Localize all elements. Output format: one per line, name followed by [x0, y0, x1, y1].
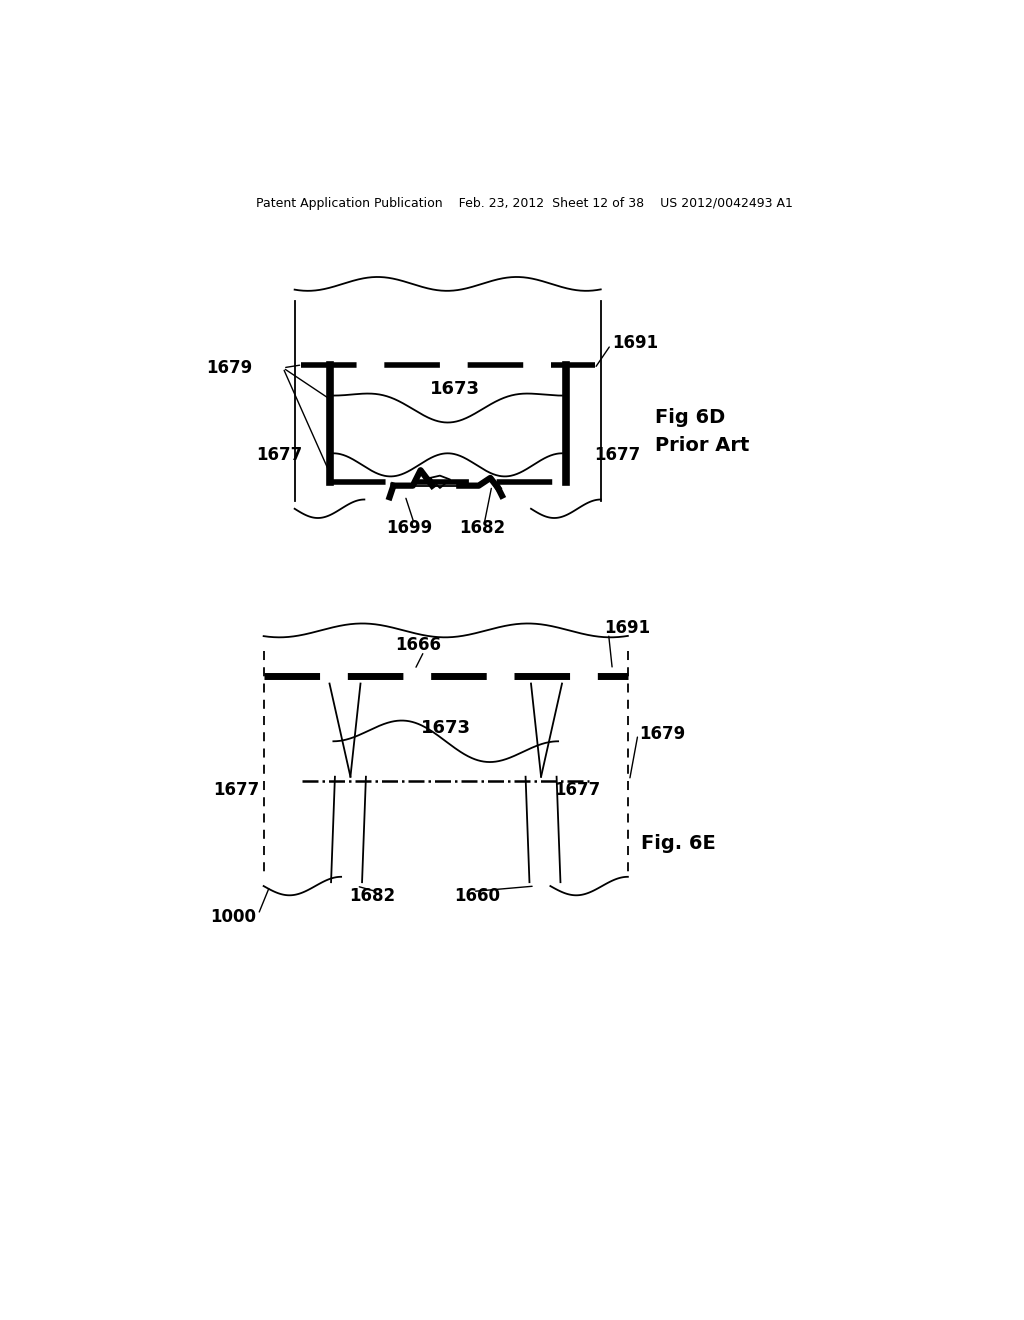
Text: 1677: 1677: [256, 446, 302, 463]
Text: Fig 6D
Prior Art: Fig 6D Prior Art: [655, 408, 750, 455]
Text: 1660: 1660: [454, 887, 500, 906]
Text: 1691: 1691: [604, 619, 650, 638]
Text: Patent Application Publication    Feb. 23, 2012  Sheet 12 of 38    US 2012/00424: Patent Application Publication Feb. 23, …: [256, 197, 794, 210]
Text: 1682: 1682: [460, 519, 506, 537]
Text: 1673: 1673: [421, 719, 471, 737]
Text: 1666: 1666: [395, 636, 441, 653]
Text: 1699: 1699: [386, 519, 432, 537]
Text: 1677: 1677: [554, 781, 600, 799]
Text: 1000: 1000: [210, 908, 256, 925]
Text: Fig. 6E: Fig. 6E: [641, 834, 716, 853]
Text: 1679: 1679: [640, 726, 686, 743]
Text: 1691: 1691: [612, 334, 658, 352]
Text: 1673: 1673: [430, 380, 480, 399]
Text: 1677: 1677: [595, 446, 641, 463]
Text: 1682: 1682: [349, 887, 395, 906]
Text: 1677: 1677: [213, 781, 260, 799]
Text: 1679: 1679: [206, 359, 252, 376]
